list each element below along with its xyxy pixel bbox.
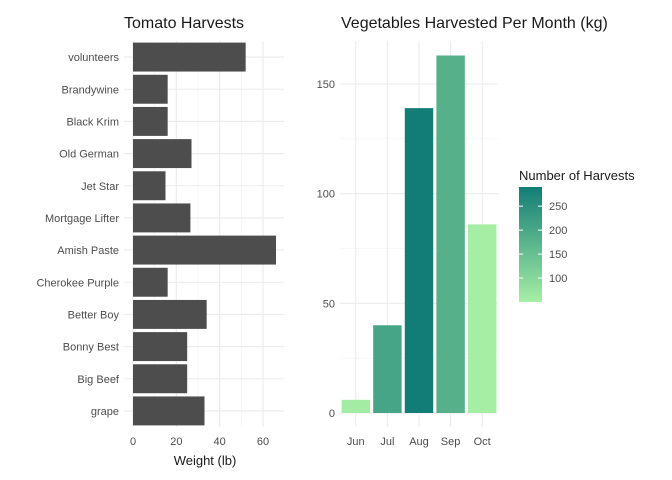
vegetables-y-tick-label: 100 — [317, 189, 335, 201]
tomato-bars — [133, 42, 276, 426]
tomato-category-label: Big Beef — [77, 374, 120, 386]
tomato-bar — [133, 267, 168, 297]
tomato-category-label: Old German — [59, 149, 119, 161]
tomato-category-labels: volunteers Brandywine Black Krim Old German… — [36, 52, 119, 418]
tomato-category-label: Better Boy — [68, 309, 120, 321]
legend-ticks: 100 150 200 250 — [519, 201, 567, 285]
tomato-category-label: Black Krim — [66, 116, 119, 128]
vegetables-y-tick-labels: 0 50 100 150 — [317, 79, 335, 420]
vegetables-bar — [436, 55, 465, 414]
vegetables-bars — [341, 55, 497, 414]
tomato-x-axis-label: Weight (lb) — [174, 453, 237, 468]
vegetables-x-tick-label: Aug — [409, 436, 429, 448]
vegetables-bar — [467, 224, 497, 413]
tomato-bar — [133, 106, 168, 136]
tomato-bar — [133, 171, 166, 201]
tomato-bar — [133, 364, 188, 394]
tomato-category-label: Amish Paste — [57, 245, 119, 257]
tomato-x-tick-label: 0 — [130, 436, 136, 448]
tomato-bar — [133, 332, 188, 362]
tomato-category-label: Cherokee Purple — [36, 277, 119, 289]
legend-tick-label: 200 — [549, 225, 567, 237]
tomato-bar — [133, 74, 168, 104]
vegetables-bar — [341, 399, 371, 413]
tomato-bar — [133, 299, 207, 329]
tomato-bar — [133, 203, 191, 233]
tomato-bar — [133, 235, 276, 265]
tomato-category-label: Bonny Best — [63, 342, 119, 354]
tomato-category-label: grape — [91, 406, 119, 418]
vegetables-bar — [404, 108, 434, 414]
legend-tick-label: 100 — [549, 273, 567, 285]
tomato-chart: Tomato Harvests volunteers Brandywine Blac… — [36, 15, 284, 468]
harvest-count-legend: Number of Harvests 100 150 200 250 — [519, 168, 635, 302]
tomato-category-label: Brandywine — [62, 84, 119, 96]
tomato-x-tick-label: 20 — [170, 436, 182, 448]
vegetables-bar — [373, 325, 402, 413]
tomato-category-label: volunteers — [68, 52, 119, 64]
vegetables-y-tick-label: 0 — [329, 408, 335, 420]
tomato-bar — [133, 139, 192, 169]
tomato-chart-title: Tomato Harvests — [124, 15, 244, 32]
vegetables-x-tick-labels: Jun Jul Aug Sep Oct — [347, 436, 491, 448]
vegetables-y-tick-label: 50 — [323, 298, 335, 310]
vegetables-chart-title: Vegetables Harvested Per Month (kg) — [341, 15, 608, 32]
tomato-x-tick-label: 40 — [214, 436, 226, 448]
vegetables-chart: Vegetables Harvested Per Month (kg) 0 50 1… — [317, 15, 608, 448]
tomato-bar — [133, 42, 246, 72]
vegetables-x-tick-label: Jun — [347, 436, 365, 448]
tomato-bar — [133, 396, 205, 426]
vegetables-x-tick-label: Jul — [380, 436, 394, 448]
vegetables-x-tick-label: Oct — [474, 436, 491, 448]
tomato-x-tick-label: 60 — [257, 436, 269, 448]
legend-title: Number of Harvests — [519, 168, 635, 183]
legend-tick-label: 150 — [549, 249, 567, 261]
tomato-category-label: Jet Star — [81, 181, 119, 193]
tomato-x-tick-labels: 0 20 40 60 — [130, 436, 269, 448]
vegetables-y-tick-label: 150 — [317, 79, 335, 91]
tomato-category-label: Mortgage Lifter — [45, 213, 119, 225]
legend-colorbar — [519, 187, 542, 302]
legend-tick-label: 250 — [549, 201, 567, 213]
vegetables-x-tick-label: Sep — [441, 436, 461, 448]
